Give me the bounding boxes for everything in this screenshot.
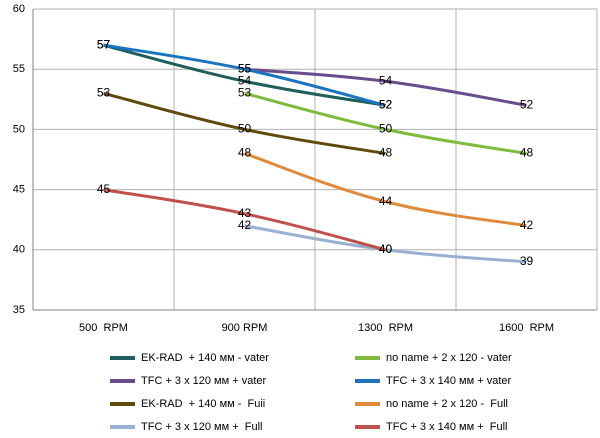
legend-label: TFC + 3 x 120 мм + Full: [141, 421, 263, 433]
data-label: 43: [238, 206, 252, 220]
data-label: 54: [238, 73, 252, 87]
legend-label: no name + 2 x 120 - vater: [386, 352, 512, 364]
data-label: 52: [379, 97, 393, 111]
series-line: [244, 91, 527, 155]
y-tick-label: 55: [13, 63, 25, 75]
data-label: 53: [238, 85, 252, 99]
data-label: 42: [238, 218, 252, 232]
y-tick-label: 50: [13, 123, 25, 135]
data-label: 42: [520, 218, 534, 232]
legend-label: TFC + 3 x 140 мм + Full: [386, 421, 508, 433]
data-label: 48: [379, 146, 393, 160]
data-label: 53: [97, 85, 111, 99]
series-line: [244, 67, 527, 107]
series-line: [244, 152, 527, 228]
series-line: [103, 188, 386, 252]
data-label: 48: [238, 146, 252, 160]
data-label: 45: [97, 182, 111, 196]
data-label: 52: [520, 97, 534, 111]
legend-label: TFC + 3 x 120 мм + vater: [141, 375, 267, 387]
y-tick-label: 40: [13, 244, 25, 256]
data-label: 44: [379, 194, 393, 208]
x-tick-label: 1300 RPM: [358, 322, 413, 334]
data-label: 55: [238, 61, 252, 75]
legend-label: EK-RAD + 140 мм - vater: [141, 352, 269, 364]
x-tick-label: 900 RPM: [222, 322, 268, 334]
data-label: 40: [379, 242, 393, 256]
legend-label: no name + 2 x 120 - Full: [386, 398, 508, 410]
y-tick-label: 45: [13, 184, 25, 196]
y-tick-label: 35: [13, 304, 25, 316]
series-line: [103, 91, 386, 155]
series-line: [103, 43, 386, 107]
series-line: [103, 43, 386, 107]
data-label: 40: [379, 242, 393, 256]
y-tick-label: 60: [13, 3, 25, 15]
data-label: 48: [520, 146, 534, 160]
data-label: 39: [520, 254, 534, 268]
data-label: 55: [238, 61, 252, 75]
data-label: 50: [238, 122, 252, 136]
x-tick-label: 500 RPM: [79, 322, 128, 334]
data-label: 52: [379, 97, 393, 111]
data-label: 57: [97, 37, 111, 51]
x-tick-label: 1600 RPM: [499, 322, 554, 334]
data-label: 54: [379, 73, 393, 87]
legend-label: TFC + 3 x 140 мм + vater: [386, 375, 512, 387]
legend-label: EK-RAD + 140 мм - Fuii: [141, 398, 265, 410]
data-label: 57: [97, 37, 111, 51]
data-label: 50: [379, 122, 393, 136]
